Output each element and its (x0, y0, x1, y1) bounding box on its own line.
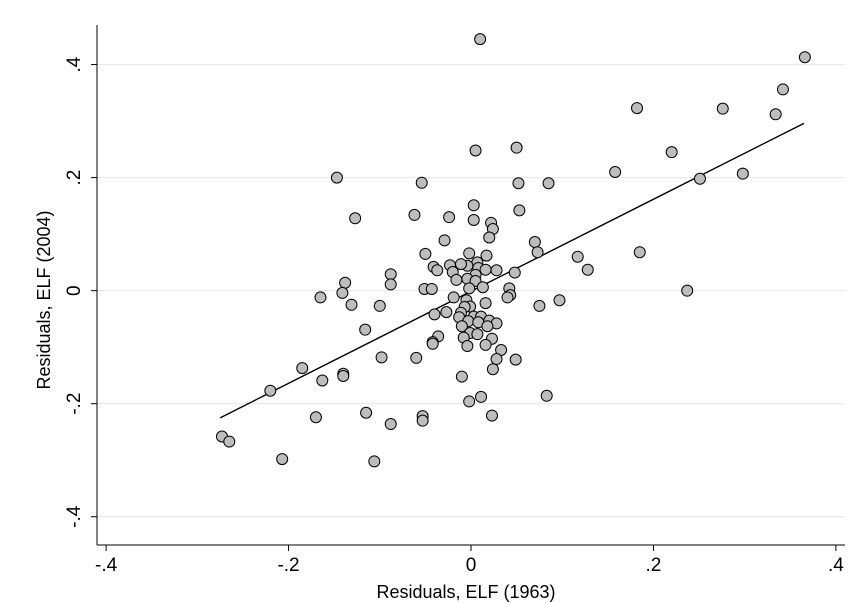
data-point (485, 409, 498, 422)
x-tick-label: .2 (646, 555, 662, 576)
data-point (581, 263, 594, 276)
data-point (276, 453, 289, 466)
x-tick-label: 0 (466, 555, 477, 576)
data-point (337, 370, 350, 382)
data-point (467, 214, 480, 226)
data-point (467, 199, 480, 212)
data-point (736, 167, 749, 180)
data-point (360, 406, 373, 419)
data-point (419, 247, 432, 260)
data-point (509, 353, 522, 366)
data-point (264, 384, 277, 397)
data-point (375, 351, 388, 364)
y-tick-label: -.4 (64, 505, 85, 528)
data-point (501, 291, 514, 304)
data-point (296, 362, 309, 375)
data-point (479, 338, 492, 351)
data-point (490, 264, 503, 277)
data-point (416, 414, 429, 427)
data-point (571, 250, 584, 263)
y-tick-label: 0 (64, 285, 85, 296)
data-point (475, 390, 488, 403)
y-tick-label: .2 (64, 170, 85, 186)
data-point (368, 455, 381, 468)
data-point (428, 308, 441, 321)
data-point (776, 83, 789, 96)
data-point (476, 281, 489, 294)
data-point (542, 177, 555, 190)
data-point (330, 171, 343, 184)
x-axis-title: Residuals, ELF (1963) (376, 582, 555, 602)
data-point (431, 264, 444, 277)
data-point (490, 353, 503, 366)
data-point (633, 246, 646, 259)
data-point (483, 231, 496, 244)
data-point (384, 418, 397, 431)
data-point (533, 299, 546, 312)
data-point (463, 395, 476, 408)
data-point (631, 102, 644, 115)
data-point (553, 294, 566, 307)
axis-ticks: -.4 -.2 0 .2 .4 -.4 -.2 0 .2 .4 (64, 56, 844, 576)
data-point (223, 435, 236, 448)
data-point (769, 108, 782, 121)
data-point (480, 249, 493, 262)
data-point (469, 144, 482, 157)
data-point (510, 141, 523, 154)
data-point (461, 340, 474, 353)
data-point (415, 176, 428, 189)
data-point (513, 204, 526, 217)
data-point (408, 208, 421, 221)
x-tick-label: .4 (828, 555, 844, 576)
data-point (309, 411, 322, 424)
data-point (339, 276, 352, 289)
data-points (215, 33, 811, 468)
data-point (479, 297, 492, 310)
data-point (531, 246, 544, 259)
data-point (447, 291, 460, 304)
data-point (481, 320, 494, 333)
data-point (474, 33, 487, 46)
x-tick-label: -.4 (95, 555, 118, 576)
data-point (486, 363, 499, 376)
data-point (665, 146, 678, 159)
data-point (345, 298, 358, 311)
data-point (425, 282, 438, 295)
data-point (455, 320, 468, 333)
x-tick-label: -.2 (277, 555, 299, 576)
data-point (443, 211, 456, 224)
y-tick-label: -.2 (64, 393, 85, 415)
data-point (463, 282, 476, 295)
data-point (479, 263, 492, 276)
data-point (609, 165, 622, 178)
data-point (410, 351, 423, 364)
data-point (373, 299, 386, 312)
data-point (359, 323, 372, 336)
data-point (336, 286, 349, 299)
data-point (798, 51, 811, 64)
data-point (512, 177, 525, 190)
data-point (455, 370, 468, 383)
data-point (438, 234, 451, 247)
data-point (693, 172, 706, 185)
data-point (463, 247, 476, 260)
data-point (716, 102, 729, 115)
data-point (316, 374, 329, 387)
data-point (349, 212, 362, 225)
data-point (440, 306, 453, 319)
data-point (471, 328, 484, 341)
data-point (426, 337, 439, 350)
data-point (540, 389, 553, 402)
data-point (681, 284, 694, 297)
data-point (384, 268, 397, 281)
y-tick-label: .4 (64, 56, 85, 72)
data-point (384, 278, 397, 291)
data-point (528, 236, 541, 249)
y-axis-title: Residuals, ELF (2004) (34, 210, 54, 389)
data-point (450, 273, 463, 286)
data-point (508, 266, 521, 279)
data-point (314, 291, 327, 304)
